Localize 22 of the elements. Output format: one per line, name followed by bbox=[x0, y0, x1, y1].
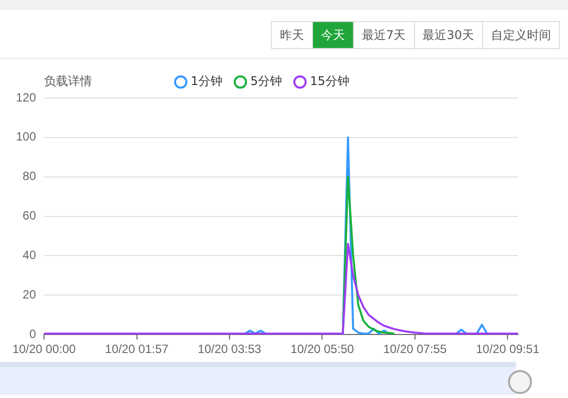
y-tick-label: 80 bbox=[22, 169, 36, 184]
x-tick-label: 10/20 01:57 bbox=[105, 342, 169, 356]
text: 自定义时间 bbox=[482, 22, 559, 48]
y-tick-label: 20 bbox=[22, 287, 36, 302]
x-tick-label: 10/20 00:00 bbox=[12, 342, 76, 356]
x-tick-label: 10/20 09:51 bbox=[476, 342, 540, 356]
x-tick-label: 10/20 07:55 bbox=[383, 342, 447, 356]
y-tick-label: 60 bbox=[22, 208, 36, 223]
legend-label: 5分钟 bbox=[250, 74, 282, 88]
y-tick-label: 40 bbox=[22, 248, 36, 262]
text: 昨天 bbox=[279, 27, 306, 44]
legend-label: 15分钟 bbox=[310, 74, 350, 88]
y-tick-label: 100 bbox=[16, 130, 36, 144]
text: 今天 bbox=[312, 22, 354, 48]
x-tick-label: 10/20 05:50 bbox=[290, 342, 354, 356]
x-tick-label: 10/20 03:53 bbox=[198, 342, 262, 356]
y-axis-title: 负载详情 bbox=[44, 74, 92, 88]
text: 最近30天 bbox=[414, 22, 482, 48]
text: 最近7天 bbox=[353, 22, 414, 48]
y-tick-label: 120 bbox=[16, 90, 36, 104]
y-tick-label: 0 bbox=[29, 326, 36, 341]
legend-label: 1分钟 bbox=[190, 74, 222, 88]
